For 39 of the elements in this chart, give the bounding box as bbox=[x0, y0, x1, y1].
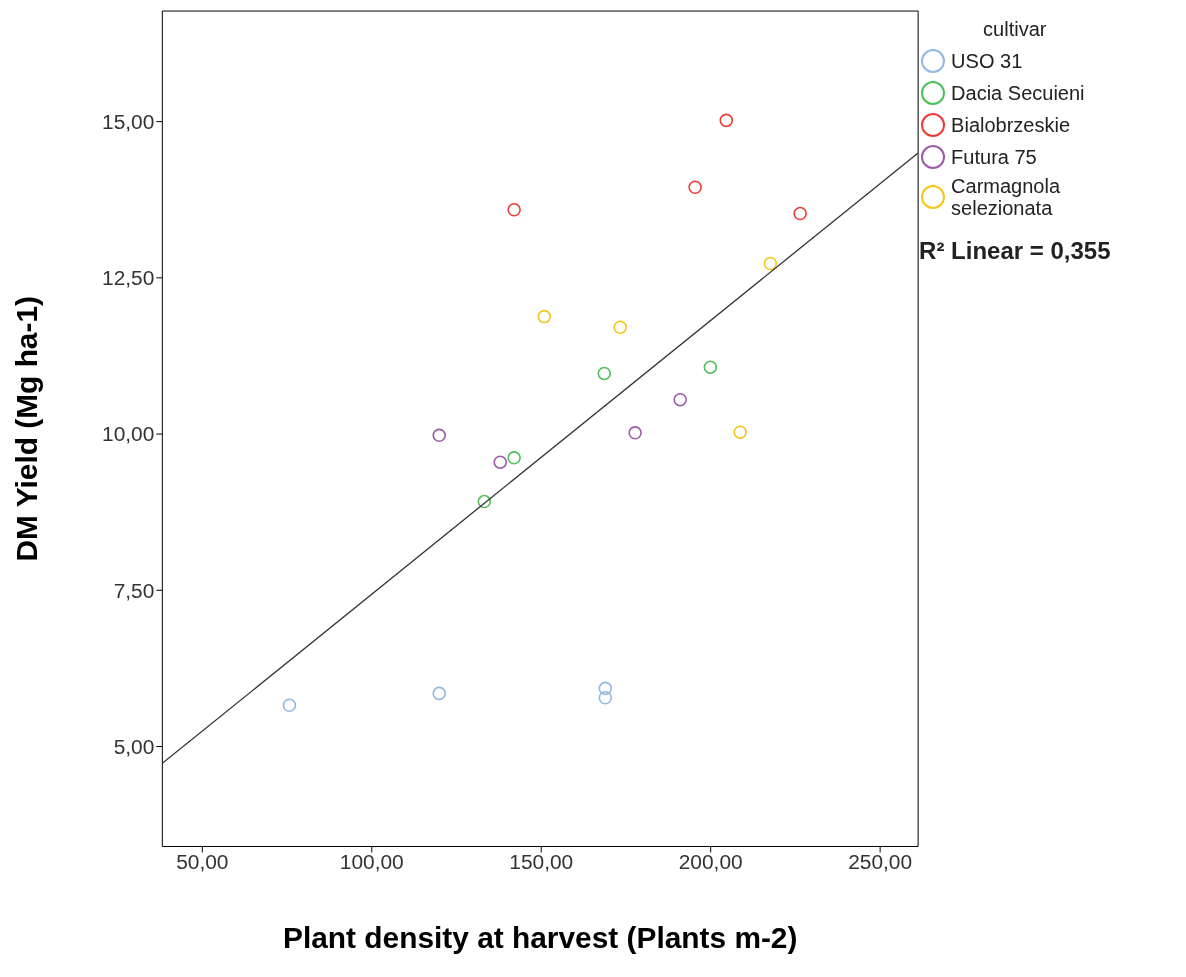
y-axis-title: DM Yield (Mg ha-1) bbox=[9, 296, 43, 562]
legend-label: Bialobrzeskie bbox=[951, 114, 1072, 136]
legend-label: USO 31 bbox=[951, 50, 1024, 72]
x-tick-label: 200,00 bbox=[678, 850, 743, 874]
point bbox=[688, 180, 702, 195]
point bbox=[703, 360, 718, 374]
point bbox=[673, 392, 687, 407]
point bbox=[793, 206, 807, 221]
y-tick-label: 12,50 bbox=[102, 266, 155, 290]
y-tick-label: 15,00 bbox=[102, 110, 155, 134]
point bbox=[537, 309, 552, 324]
point bbox=[763, 256, 778, 271]
point bbox=[733, 425, 747, 439]
point bbox=[719, 113, 734, 128]
point bbox=[432, 428, 447, 443]
legend-label: Dacia Secuieni bbox=[951, 82, 1086, 104]
point bbox=[477, 494, 492, 509]
x-tick-label: 100,00 bbox=[339, 850, 404, 874]
text: R² Linear = 0,355 bbox=[919, 237, 1112, 265]
x-tick-label: 150,00 bbox=[509, 850, 574, 874]
y-tick-label: 10,00 bbox=[102, 422, 155, 446]
point bbox=[613, 320, 627, 334]
x-axis-title: Plant density at harvest (Plants m-2) bbox=[283, 921, 798, 955]
point bbox=[507, 202, 521, 217]
legend-title: cultivar bbox=[983, 18, 1048, 41]
point bbox=[598, 690, 613, 705]
point bbox=[598, 681, 613, 696]
y-tick-label: 5,00 bbox=[113, 734, 155, 758]
legend-label: Carmagnola selezionata bbox=[951, 175, 1062, 219]
point bbox=[597, 366, 612, 381]
point bbox=[628, 426, 642, 440]
point bbox=[507, 451, 521, 465]
point bbox=[432, 686, 447, 701]
legend-label: Futura 75 bbox=[951, 146, 1038, 168]
x-tick-label: 250,00 bbox=[848, 850, 913, 874]
point bbox=[493, 455, 508, 469]
point bbox=[282, 698, 297, 713]
x-tick-label: 50,00 bbox=[176, 850, 229, 874]
y-tick-label: 7,50 bbox=[113, 578, 155, 602]
